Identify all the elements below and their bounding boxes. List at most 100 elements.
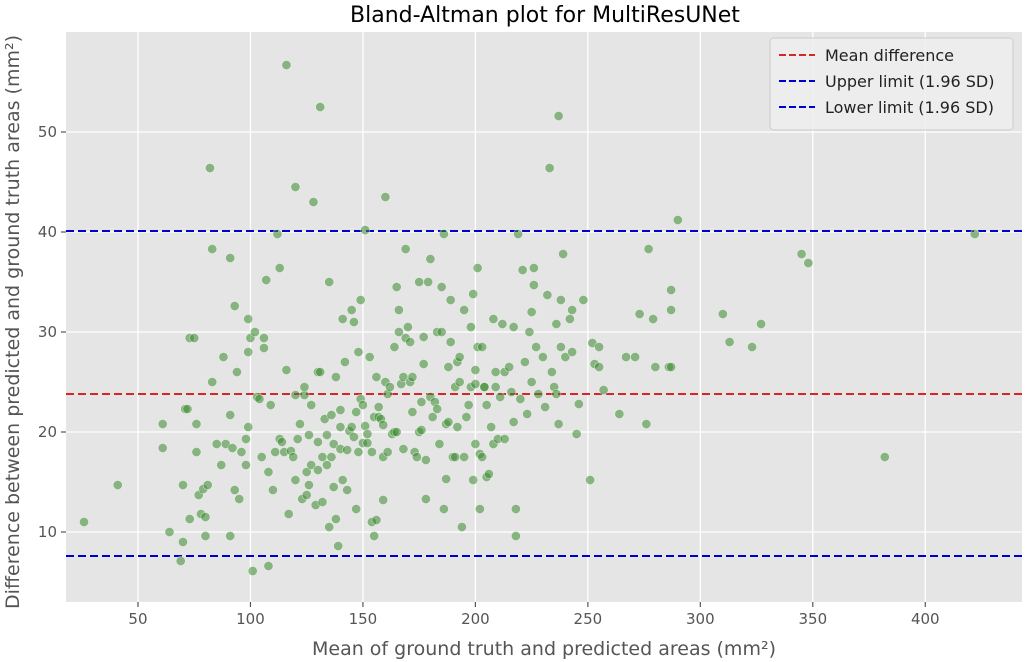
data-point [157,419,168,429]
data-point [295,419,305,429]
data-point [421,455,431,465]
data-point [306,400,317,410]
x-tick-label: 350 [798,610,827,628]
data-point [313,437,323,447]
data-point [528,280,539,290]
data-point [724,337,735,347]
data-point [405,337,416,347]
data-point [555,342,566,352]
y-tick-label: 30 [38,323,57,341]
data-point [157,443,168,453]
data-point [299,382,310,392]
data-point [400,244,411,254]
data-point [308,197,319,207]
data-point [524,327,535,337]
legend-label: Lower limit (1.96 SD) [825,98,994,117]
legend-label: Upper limit (1.96 SD) [825,72,994,91]
data-point [164,527,175,537]
data-point [362,438,373,448]
data-point [427,412,438,422]
data-point [436,327,447,337]
data-point [450,452,461,462]
data-point [879,452,890,462]
data-point [301,490,312,500]
data-point [337,475,348,485]
data-point [342,485,353,495]
data-point [445,337,456,347]
legend-label: Mean difference [825,46,954,65]
legend: Mean difference Upper limit (1.96 SD) Lowe… [769,37,1014,131]
data-point [367,447,377,457]
data-point [439,229,449,239]
data-point [315,102,326,112]
data-point [232,367,242,377]
data-point [526,377,537,387]
data-point [254,394,265,404]
data-point [288,452,299,462]
data-point [459,305,470,315]
data-point [573,399,584,409]
data-point [508,322,519,332]
data-point [490,367,501,377]
data-point [803,258,814,268]
data-point [191,419,202,429]
data-point [470,439,481,449]
data-point [418,332,429,342]
data-point [292,434,303,444]
data-point [340,357,350,367]
data-point [250,327,260,337]
data-point [621,352,632,362]
data-point [439,504,449,514]
data-point [317,452,328,462]
data-point [259,343,269,353]
data-point [391,282,402,292]
data-point [394,305,404,315]
data-point [567,347,578,357]
data-point [328,482,339,492]
data-point [474,504,485,514]
data-point [528,263,539,273]
data-point [456,522,467,532]
data-point [510,504,521,514]
data-point [578,295,589,305]
data-point [371,515,382,525]
data-point [443,417,454,427]
data-point [315,367,326,377]
data-point [477,342,488,352]
data-point [432,404,443,414]
data-point [504,362,515,372]
data-point [241,434,251,444]
data-point [508,417,519,427]
data-point [346,305,357,315]
data-point [229,301,240,311]
data-point [290,182,301,192]
data-point [369,531,380,541]
data-point [243,314,254,324]
data-point [349,432,359,442]
data-point [614,409,625,419]
data-point [551,389,562,399]
data-point [666,305,676,315]
data-point [326,410,337,420]
data-point [337,314,348,324]
data-point [796,249,807,259]
data-point [630,352,641,362]
data-point [594,342,605,352]
data-point [519,357,530,367]
data-point [247,566,258,576]
data-point [407,372,418,382]
data-point [385,382,395,392]
data-point [391,427,402,437]
data-point [189,333,200,343]
y-tick-label: 40 [38,223,57,241]
data-point [229,485,240,495]
legend-box [769,37,1014,131]
data-point [353,447,364,457]
data-point [510,531,521,541]
data-point [452,422,463,432]
data-point [594,362,605,372]
data-point [277,437,287,447]
data-point [207,244,218,254]
data-point [513,229,524,239]
